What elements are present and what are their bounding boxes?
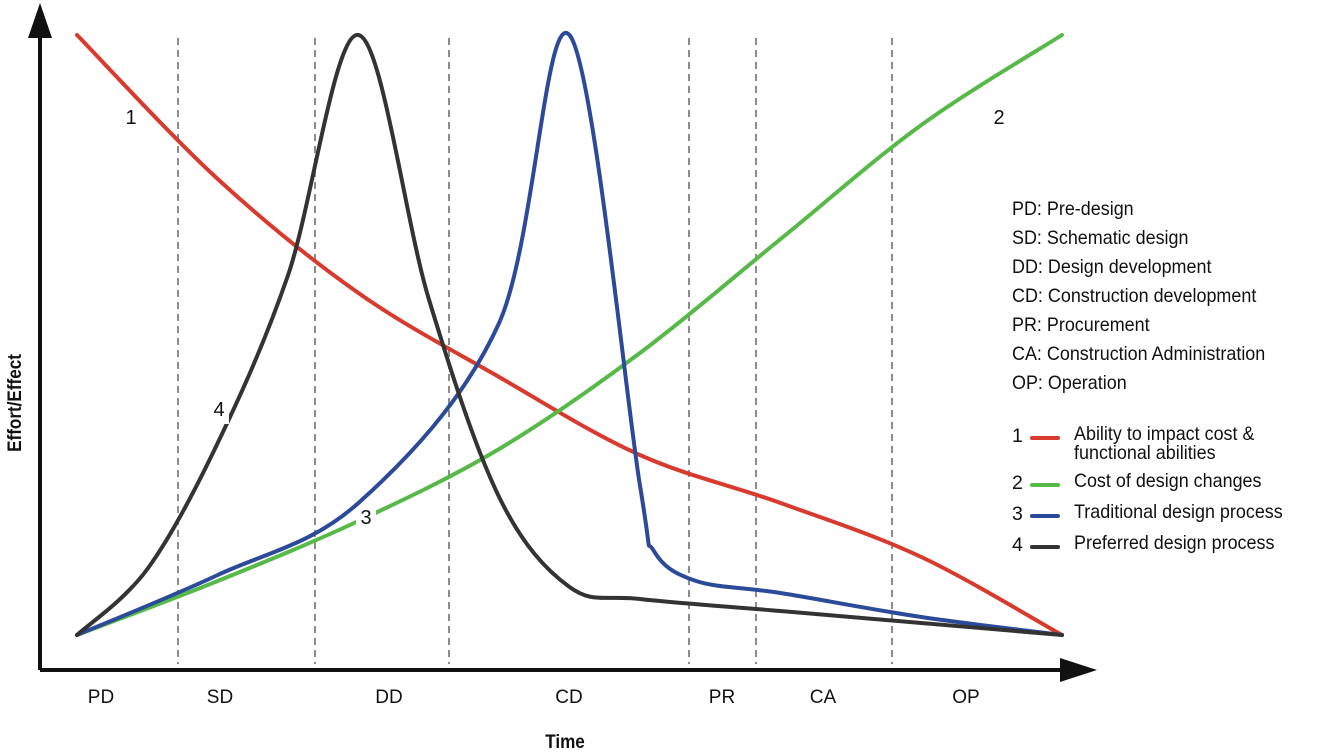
x-tick-label-op: OP (952, 687, 979, 708)
abbrev-dd: DD: Design development (1012, 256, 1212, 278)
series-line-1 (75, 33, 1064, 637)
legend-label: Traditional design process (1074, 501, 1283, 523)
phase-abbreviation-list: PD: Pre-design SD: Schematic design DD: … (1012, 195, 1287, 398)
chart-curves (75, 30, 1064, 637)
curve-label-gap (121, 108, 141, 132)
x-tick-labels: PD SD DD CD PR CA OP (88, 687, 980, 708)
abbrev-cd: CD: Construction development (1012, 285, 1257, 307)
legend-item-ability: 1 Ability to impact cost & functional ab… (1012, 423, 1301, 472)
series-line-4 (75, 33, 1064, 637)
x-axis-title: Time (545, 731, 585, 752)
legend-swatch-green (1030, 483, 1060, 487)
series-line-2 (75, 33, 1064, 637)
x-tick-label-dd: DD (375, 687, 402, 708)
x-tick-label-ca: CA (810, 687, 837, 708)
y-axis-title: Effort/Effect (4, 354, 25, 452)
curve-label-gap (989, 108, 1009, 132)
legend-item-preferred: 4 Preferred design process (1012, 532, 1301, 565)
curve-number-2: 2 (993, 107, 1004, 129)
legend-label: Ability to impact cost & functional abil… (1074, 423, 1255, 464)
abbrev-op: OP: Operation (1012, 372, 1127, 394)
legend-swatch-red (1030, 436, 1060, 440)
x-tick-label-pr: PR (709, 687, 735, 708)
abbrev-ca: CA: Construction Administration (1012, 343, 1266, 365)
legend-number: 4 (1012, 534, 1023, 556)
legend-swatch-black (1030, 545, 1060, 549)
curve-label-gap (356, 508, 376, 532)
curve-number-1: 1 (125, 107, 136, 129)
abbrev-sd: SD: Schematic design (1012, 227, 1189, 249)
x-tick-label-cd: CD (555, 687, 582, 708)
legend-label-line2: functional abilities (1074, 442, 1216, 464)
abbrev-pr: PR: Procurement (1012, 314, 1150, 336)
curve-label-gap (209, 400, 229, 424)
curve-number-4: 4 (213, 399, 224, 421)
curve-number-3: 3 (360, 507, 371, 529)
x-tick-label-pd: PD (88, 687, 114, 708)
x-axis-arrow (1060, 658, 1097, 682)
axes (28, 3, 1097, 682)
legend-item-cost: 2 Cost of design changes (1012, 470, 1301, 503)
legend-item-traditional: 3 Traditional design process (1012, 501, 1301, 534)
phase-divider-lines (177, 38, 893, 664)
legend-label: Preferred design process (1074, 532, 1275, 554)
legend-number: 2 (1012, 472, 1023, 494)
legend-number: 3 (1012, 503, 1023, 525)
legend: 1 Ability to impact cost & functional ab… (1012, 423, 1301, 565)
y-axis-arrow (28, 3, 52, 38)
x-tick-label-sd: SD (207, 687, 233, 708)
curve-number-labels: 1 2 3 4 (121, 107, 1009, 532)
legend-swatch-blue (1030, 514, 1060, 518)
series-line-3 (75, 30, 1064, 637)
abbrev-pd: PD: Pre-design (1012, 198, 1134, 220)
legend-number: 1 (1012, 425, 1023, 447)
legend-label: Cost of design changes (1074, 470, 1262, 492)
legend-label-line1: Ability to impact cost & (1074, 423, 1255, 445)
